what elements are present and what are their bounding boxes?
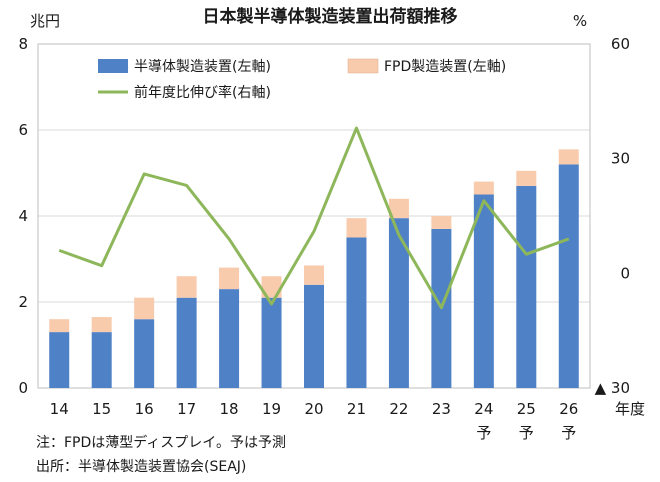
- bar-semiconductor: [304, 284, 324, 388]
- legend-swatch-semiconductor: [98, 59, 128, 73]
- bar-fpd: [388, 198, 409, 219]
- x-axis-label: 年度: [615, 400, 645, 418]
- chart-title: 日本製半導体製造装置出荷額推移: [203, 6, 458, 27]
- bar-semiconductor: [388, 218, 409, 388]
- left-axis-tick-label: 6: [18, 121, 28, 139]
- bar-semiconductor: [49, 332, 70, 388]
- right-axis-tick-label: 30: [611, 150, 630, 168]
- bar-semiconductor: [261, 297, 282, 388]
- bar-fpd: [346, 218, 367, 238]
- right-axis-tick-label: 60: [611, 35, 630, 53]
- right-axis-tick-label: ▲ 30: [595, 379, 630, 397]
- bar-fpd: [304, 265, 324, 285]
- bar-semiconductor: [473, 194, 494, 388]
- x-axis-forecast-label: 予: [476, 424, 491, 442]
- left-axis-unit: 兆円: [30, 12, 60, 30]
- bar-fpd: [219, 267, 240, 290]
- left-axis-tick-label: 0: [18, 379, 28, 397]
- legend-label-growth: 前年度比伸び率(右軸): [134, 84, 271, 101]
- x-axis-tick-label: 18: [220, 400, 239, 418]
- bar-fpd: [473, 181, 494, 195]
- x-axis-tick-label: 14: [50, 400, 69, 418]
- x-axis-tick-label: 16: [135, 400, 154, 418]
- bar-semiconductor: [558, 164, 579, 388]
- bar-fpd: [516, 170, 537, 186]
- left-axis-tick-label: 2: [18, 293, 28, 311]
- x-axis-forecast-label: 予: [519, 424, 534, 442]
- chart-note: 注：FPDは薄型ディスプレイ。予は予測: [36, 435, 287, 451]
- x-axis-tick-label: 22: [389, 400, 408, 418]
- x-axis-tick-label: 15: [92, 400, 111, 418]
- legend-swatch-fpd: [347, 58, 379, 74]
- x-axis-tick-label: 26: [559, 400, 578, 418]
- bar-semiconductor: [516, 185, 537, 388]
- left-axis-tick-label: 4: [18, 207, 28, 225]
- right-axis-unit: %: [573, 12, 587, 30]
- bar-fpd: [91, 317, 112, 333]
- legend-label-semiconductor: 半導体製造装置(左軸): [134, 59, 271, 75]
- x-axis-tick-label: 21: [347, 400, 366, 418]
- right-axis-tick-label: 0: [620, 264, 630, 282]
- bar-fpd: [431, 216, 452, 229]
- line-growth-rate: [58, 126, 570, 310]
- x-axis-tick-label: 20: [304, 400, 323, 418]
- chart-source: 出所：半導体製造装置協会(SEAJ): [36, 459, 247, 475]
- bar-semiconductor: [91, 332, 112, 388]
- x-axis-tick-label: 24: [474, 400, 493, 418]
- bar-semiconductor: [346, 237, 367, 388]
- x-axis-forecast-label: 予: [561, 424, 576, 442]
- bar-semiconductor: [219, 289, 240, 388]
- x-axis-tick-label: 25: [517, 400, 536, 418]
- bar-fpd: [49, 319, 70, 333]
- bar-fpd: [558, 149, 579, 165]
- bar-fpd: [176, 276, 197, 298]
- bar-semiconductor: [176, 297, 197, 388]
- bar-fpd: [261, 276, 282, 298]
- legend-label-fpd: FPD製造装置(左軸): [384, 59, 506, 75]
- x-axis-tick-label: 23: [432, 400, 451, 418]
- bar-semiconductor: [134, 319, 155, 388]
- x-axis-tick-label: 19: [262, 400, 281, 418]
- left-axis-tick-label: 8: [18, 35, 28, 53]
- x-axis-tick-label: 17: [177, 400, 196, 418]
- bar-fpd: [134, 297, 155, 320]
